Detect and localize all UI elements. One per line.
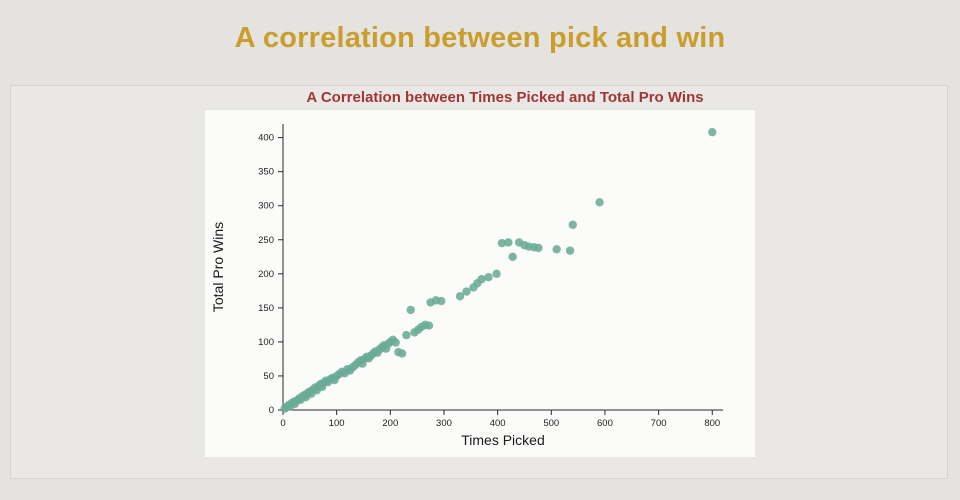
scatter-point (424, 321, 434, 330)
scatter-point (504, 238, 513, 247)
y-axis-tick-label: 200 (258, 269, 274, 280)
scatter-point (595, 198, 604, 207)
scatter-point (462, 287, 471, 296)
scatter-point (397, 349, 407, 358)
scatter-point (565, 246, 575, 255)
y-axis-tick-label: 50 (263, 371, 274, 382)
scatter-point (508, 252, 517, 261)
y-axis-tick-label: 250 (258, 235, 274, 246)
x-axis-tick-label: 500 (543, 418, 559, 429)
scatter-point (708, 127, 717, 137)
scatter-point (391, 338, 400, 347)
page-title: A correlation between pick and win (234, 22, 726, 54)
y-axis-tick-label: 150 (258, 303, 274, 314)
y-axis-tick-label: 350 (258, 167, 274, 178)
scatter-point (497, 238, 507, 248)
y-axis-tick-label: 400 (258, 133, 274, 144)
scatter-point (484, 273, 493, 282)
x-axis-tick-label: 0 (280, 418, 285, 429)
x-axis-tick-label: 100 (329, 418, 345, 429)
x-axis-tick-label: 700 (651, 418, 667, 429)
y-axis-tick-label: 100 (258, 337, 274, 348)
x-axis-tick-label: 300 (436, 418, 452, 429)
y-axis-tick-label: 0 (269, 405, 274, 416)
x-axis-tick-label: 600 (597, 418, 613, 429)
scatter-point (568, 220, 577, 229)
scatter-point (406, 305, 415, 315)
x-axis-tick-label: 400 (490, 418, 506, 429)
x-axis-tick-label: 200 (382, 418, 398, 429)
scatter-point (455, 292, 465, 301)
y-axis-label: Total Pro Wins (210, 222, 226, 312)
scatter-point (402, 330, 411, 340)
x-axis-label: Times Picked (461, 432, 545, 448)
chart-container: A Correlation between Times Picked and T… (205, 88, 755, 457)
scatter-point (534, 243, 543, 253)
x-axis-tick-label: 800 (704, 418, 720, 429)
scatter-point (477, 275, 486, 284)
chart-title: A Correlation between Times Picked and T… (306, 89, 704, 106)
y-axis-tick-label: 300 (258, 201, 274, 212)
scatter-chart: 0 100 200 300 400 500 600 700 800 0 50 100 150 200 250… (210, 124, 723, 448)
scatter-point (492, 269, 501, 279)
chart-card: 0 100 200 300 400 500 600 700 800 0 50 100 150 200 250… (205, 110, 755, 457)
scatter-point (552, 245, 561, 254)
scatter-point (437, 296, 446, 306)
